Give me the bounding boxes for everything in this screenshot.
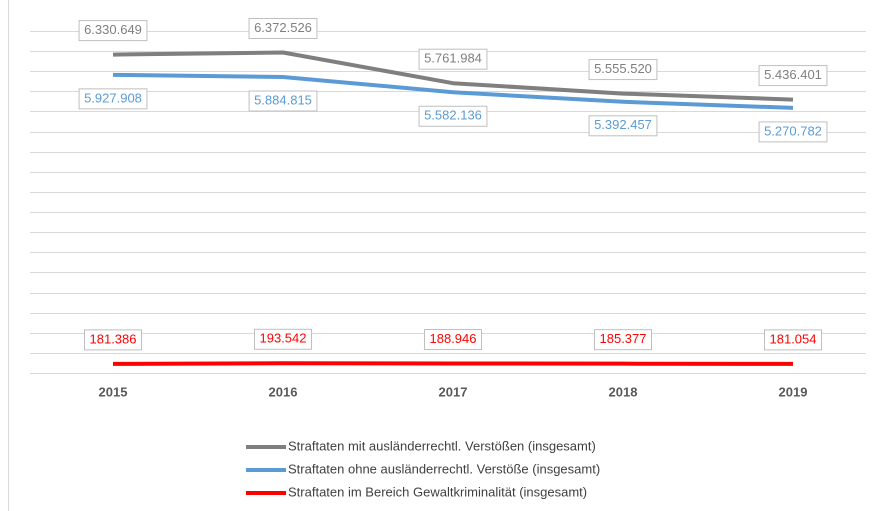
data-label-box	[588, 115, 658, 137]
legend-label: Straftaten ohne ausländerrechtl. Verstöß…	[288, 461, 600, 476]
data-label: 5.555.520	[594, 61, 652, 76]
data-label-box	[588, 59, 658, 81]
data-label-box	[78, 20, 148, 42]
legend-label: Straftaten mit ausländerrechtl. Verstöße…	[288, 438, 596, 453]
series-line	[112, 50, 794, 102]
x-tick-label: 2015	[99, 384, 128, 399]
data-label: 5.270.782	[764, 123, 822, 138]
data-label-box	[254, 328, 312, 350]
data-label: 6.372.526	[254, 20, 312, 35]
data-label-box	[424, 328, 482, 350]
data-label-box	[594, 329, 652, 351]
data-label-box	[418, 105, 488, 127]
data-label: 193.542	[260, 331, 307, 346]
data-label: 185.377	[600, 331, 647, 346]
data-label: 5.436.401	[764, 67, 822, 82]
legend-label: Straftaten im Bereich Gewaltkriminalität…	[288, 484, 587, 499]
data-label: 5.582.136	[424, 108, 482, 123]
data-label: 6.330.649	[84, 22, 142, 37]
data-label: 5.884.815	[254, 92, 312, 107]
data-label-box	[764, 329, 822, 351]
data-label-box	[418, 48, 488, 70]
data-label-box	[758, 121, 828, 143]
data-label-box	[248, 90, 318, 112]
data-label-box	[84, 329, 142, 351]
x-tick-label: 2018	[609, 384, 638, 399]
data-label: 181.386	[90, 331, 137, 346]
series-line	[112, 72, 794, 110]
data-label: 5.392.457	[594, 117, 652, 132]
data-label-box	[248, 17, 318, 39]
data-label: 188.946	[430, 331, 477, 346]
data-label: 5.761.984	[424, 51, 482, 66]
data-label-box	[78, 88, 148, 110]
series-line	[112, 361, 794, 366]
x-tick-label: 2019	[779, 384, 808, 399]
data-label: 5.927.908	[84, 90, 142, 105]
x-tick-label: 2017	[439, 384, 468, 399]
data-label: 181.054	[770, 331, 817, 346]
data-label-box	[758, 65, 828, 87]
x-tick-label: 2016	[269, 384, 298, 399]
